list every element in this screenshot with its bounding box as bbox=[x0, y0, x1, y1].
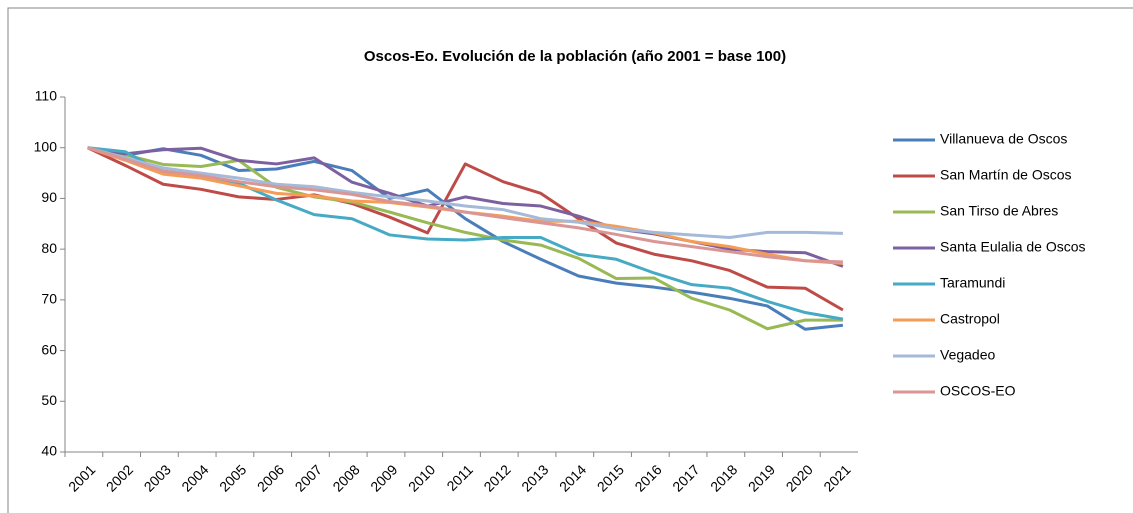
y-tick-label: 60 bbox=[41, 341, 57, 357]
legend-label: OSCOS-EO bbox=[940, 383, 1016, 399]
y-tick-label: 100 bbox=[34, 138, 58, 154]
legend-label: Santa Eulalia de Oscos bbox=[940, 239, 1086, 255]
series-line bbox=[87, 146, 843, 264]
chart-frame bbox=[7, 7, 1133, 513]
y-tick-label: 90 bbox=[41, 189, 57, 205]
y-tick-label: 80 bbox=[41, 240, 57, 256]
legend-label: Taramundi bbox=[940, 275, 1005, 291]
series-line bbox=[87, 146, 843, 331]
series-line bbox=[87, 146, 844, 312]
y-tick-label: 110 bbox=[35, 88, 58, 104]
legend-label: Castropol bbox=[940, 311, 1000, 327]
legend-label: San Martín de Oscos bbox=[940, 167, 1072, 183]
y-tick-label: 70 bbox=[41, 291, 57, 307]
series-line bbox=[87, 146, 844, 268]
legend-label: Vegadeo bbox=[940, 347, 995, 363]
legend-label: Villanueva de Oscos bbox=[940, 131, 1067, 147]
chart-title: Oscos-Eo. Evolución de la población (año… bbox=[364, 48, 786, 65]
y-tick-label: 50 bbox=[41, 392, 57, 408]
series-line bbox=[87, 146, 844, 331]
y-tick-label: 40 bbox=[41, 443, 57, 459]
series-line bbox=[87, 146, 843, 239]
legend-label: San Tirso de Abres bbox=[940, 203, 1058, 219]
